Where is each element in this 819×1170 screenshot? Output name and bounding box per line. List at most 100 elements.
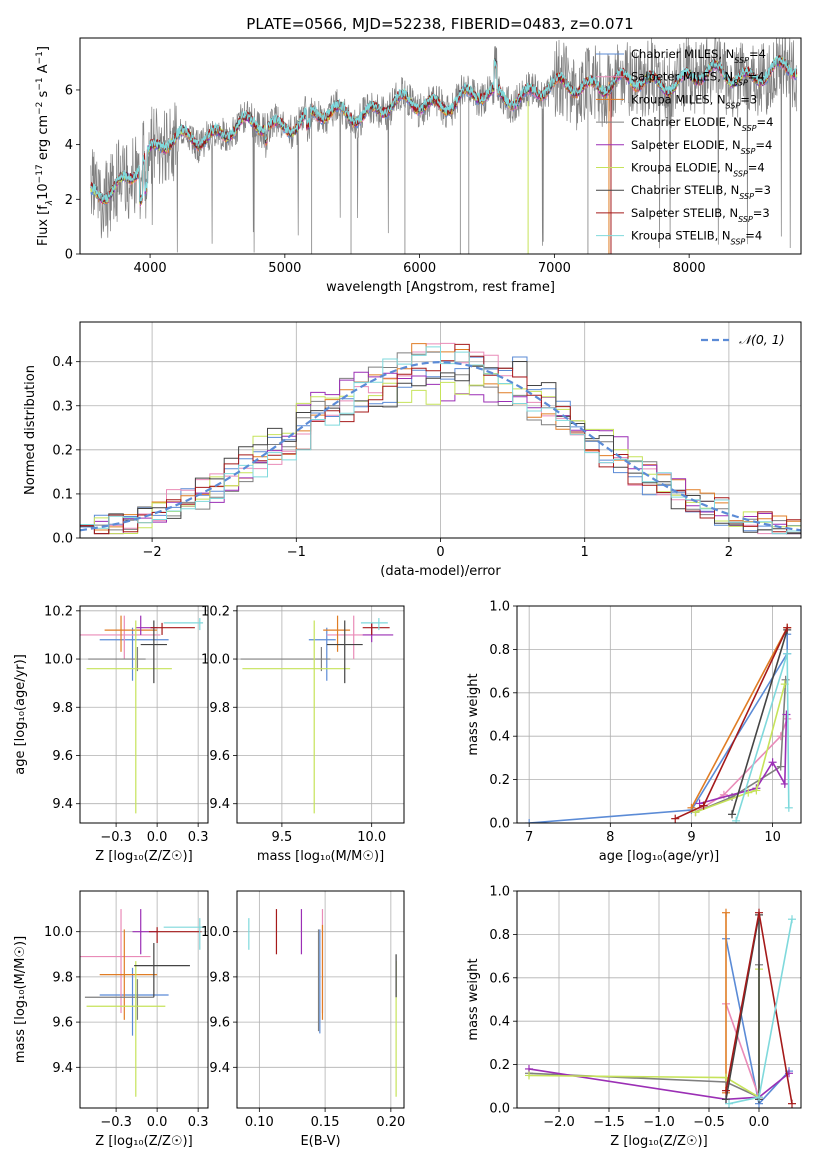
- legend-subscript: SSP: [733, 78, 748, 87]
- panel-age_vs_mass: 9.5 10.0 9.4 9.6 9.8 10.0 10.2 mass [log₁₀(M/M☉…: [201, 604, 405, 864]
- y-tick-label: 2: [65, 193, 73, 208]
- x-tick-label: −1.5: [593, 1115, 625, 1130]
- plot-area: [525, 623, 793, 823]
- x-tick-label: −2.0: [543, 1115, 575, 1130]
- panel-mass_vs_ebv: 0.10 0.15 0.20 9.4 9.6 9.8 10.0 E(B-V): [201, 890, 405, 1149]
- x-tick-label: 0.3: [188, 1115, 209, 1130]
- y-axis-label: Flux [fλ10−17 erg cm−2 s−1 A−1]: [35, 46, 55, 246]
- y-tick-label: 0.3: [52, 399, 73, 414]
- axes-frame: [236, 605, 405, 824]
- legend-subscript: SSP: [731, 237, 746, 246]
- legend-text: =4: [757, 115, 774, 129]
- x-axis-label: (data-model)/error: [380, 564, 501, 579]
- plot-area: [80, 342, 801, 535]
- mass-weight-line-salpeter_miles: [725, 1003, 760, 1098]
- y-tick-label: 9.8: [52, 970, 73, 985]
- legend-text: Kroupa ELODIE, N: [631, 161, 733, 175]
- x-axis-label: mass [log₁₀(M/M☉)]: [257, 849, 384, 864]
- legend-text: Salpeter STELIB, N: [631, 206, 738, 220]
- panel-age_vs_Z: −0.3 0.0 0.3 9.4 9.6 9.8 10.0 10.2 Z [log₁₀(Z/Z☉…: [13, 604, 209, 864]
- panel-massweight_vs_Z: −2.0 −1.5 −1.0 −0.5 0.0 0.0 0.2 0.4 0.6 0.8 1.0 Z […: [466, 885, 802, 1149]
- panel-massweight_vs_age: 7 8 9 10 0.0 0.2 0.4 0.6 0.8 1.0 age [log₁₀(age/yr…: [466, 600, 802, 864]
- axes-frame: [516, 890, 802, 1109]
- y-tick-label: 9.4: [52, 1061, 73, 1076]
- y-axis-label: Normed distribution: [23, 365, 38, 495]
- y-tick-label: 0.4: [489, 730, 510, 745]
- x-tick-label: −0.3: [100, 830, 132, 845]
- y-tick-label: 0: [65, 248, 73, 263]
- legend-entry-chabrier_miles: Chabrier MILES, NSSP=4: [631, 47, 766, 65]
- x-tick-label: 0.10: [245, 1115, 274, 1130]
- y-tick-label: 0.0: [489, 1102, 510, 1117]
- panel-mass_vs_Z: −0.3 0.0 0.3 9.4 9.6 9.8 10.0 Z [log₁₀(Z/Z☉)] ma…: [13, 890, 209, 1149]
- y-tick-label: 9.4: [209, 797, 230, 812]
- y-axis-label-part: ]: [36, 46, 51, 51]
- legend-entry-salpeter_miles: Salpeter MILES, NSSP=4: [631, 70, 765, 88]
- x-tick-label: −1: [287, 545, 306, 560]
- y-axis-label-part: s: [36, 90, 51, 101]
- legend-text: =3: [753, 206, 770, 220]
- y-axis-label-part: erg cm: [36, 115, 51, 164]
- mass-weight-line-kroupa_elodie: [695, 683, 786, 813]
- y-axis-label: age [log₁₀(age/yr)]: [13, 654, 28, 775]
- plot-area: [90, 38, 798, 254]
- x-tick-label: 8: [606, 830, 614, 845]
- x-tick-label: 7000: [538, 261, 571, 276]
- legend-text: =3: [754, 183, 771, 197]
- y-axis-label-part: 10: [36, 183, 51, 200]
- legend-entry-salpeter_elodie: Salpeter ELODIE, NSSP=4: [631, 138, 772, 156]
- x-tick-label: 8000: [673, 261, 706, 276]
- axes-frame: [516, 605, 802, 824]
- x-tick-label: 4000: [134, 261, 167, 276]
- figure-title: PLATE=0566, MJD=52238, FIBERID=0483, z=0…: [246, 15, 633, 33]
- legend-entry-kroupa_elodie: Kroupa ELODIE, NSSP=4: [631, 161, 765, 179]
- x-tick-label: 0.0: [147, 1115, 168, 1130]
- y-tick-label: 0.6: [489, 686, 510, 701]
- y-tick-label: 0.6: [489, 971, 510, 986]
- y-tick-label: 10.2: [201, 604, 230, 619]
- legend-text: Chabrier ELODIE, N: [631, 115, 742, 129]
- x-tick-label: 10.0: [357, 830, 386, 845]
- plot-area: [80, 909, 205, 1097]
- axes-frame: [79, 321, 802, 539]
- x-tick-label: 6000: [403, 261, 436, 276]
- normal-curve: [80, 360, 801, 532]
- legend-text: Chabrier STELIB, N: [631, 183, 739, 197]
- panel-spectrum: 4000 5000 6000 7000 8000 0 2 4 6 wavelength [Angs…: [35, 37, 802, 295]
- x-tick-label: 0: [436, 545, 444, 560]
- panel-residuals: −2 −1 0 1 2 0.0 0.1 0.2 0.3 0.4 (data-model)/error…: [23, 321, 802, 579]
- plot-area: [80, 615, 204, 814]
- y-tick-label: 10.2: [44, 604, 73, 619]
- x-axis-label: E(B-V): [300, 1134, 340, 1149]
- plot-area: [248, 909, 397, 1097]
- x-tick-label: 0.15: [311, 1115, 340, 1130]
- legend-text: =4: [748, 161, 765, 175]
- x-tick-label: 2: [725, 545, 733, 560]
- x-tick-label: −0.3: [100, 1115, 132, 1130]
- y-axis-label-part: −1: [35, 77, 45, 90]
- legend-entry-chabrier_elodie: Chabrier ELODIE, NSSP=4: [631, 115, 773, 133]
- legend-text: Kroupa STELIB, N: [631, 229, 731, 243]
- y-axis-label-part: λ: [45, 200, 55, 206]
- x-tick-label: 1: [581, 545, 589, 560]
- x-tick-label: 0.0: [147, 830, 168, 845]
- axes-frame: [79, 37, 802, 255]
- x-tick-label: −2: [143, 545, 162, 560]
- legend-text: =4: [745, 229, 762, 243]
- legend-text: Salpeter ELODIE, N: [631, 138, 741, 152]
- histogram-salpeter_miles: [80, 342, 801, 535]
- y-tick-label: 9.8: [209, 970, 230, 985]
- y-tick-label: 10.0: [201, 653, 230, 668]
- y-tick-label: 9.8: [209, 701, 230, 716]
- x-axis-label: Z [log₁₀(Z/Z☉)]: [95, 1134, 192, 1149]
- legend-text: =4: [755, 138, 772, 152]
- axes-frame: [79, 890, 209, 1109]
- y-axis-label: mass weight: [466, 958, 481, 1040]
- legend-subscript: SSP: [734, 56, 749, 65]
- y-tick-label: 0.0: [489, 817, 510, 832]
- y-tick-label: 0.2: [489, 773, 510, 788]
- mass-weight-line-chabrier_stelib: [731, 629, 788, 815]
- x-tick-label: 10: [764, 830, 781, 845]
- x-axis-label: Z [log₁₀(Z/Z☉)]: [610, 1134, 707, 1149]
